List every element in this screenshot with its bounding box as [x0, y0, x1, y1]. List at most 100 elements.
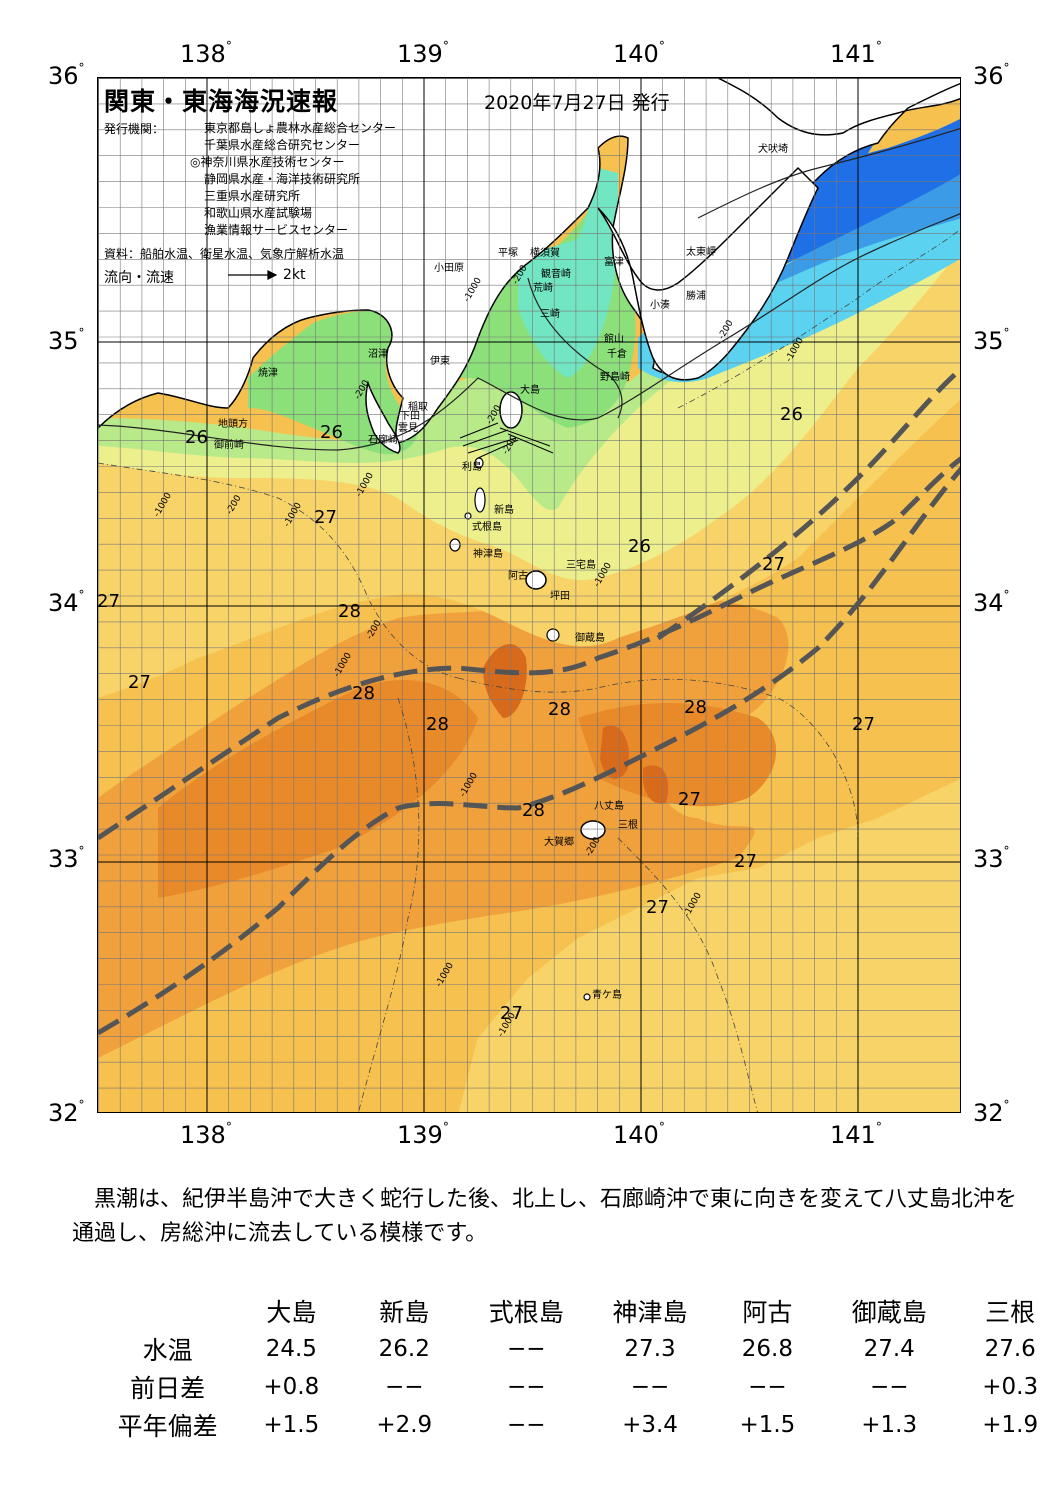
table-cell: +1.5	[739, 1412, 796, 1438]
col-header: 新島	[379, 1298, 430, 1327]
lon-label-bottom-138: 138°	[180, 1120, 232, 1149]
temperature-label: 27	[852, 714, 875, 735]
place-label: 野島崎	[600, 372, 630, 383]
table-cell: 27.3	[624, 1336, 676, 1362]
sea-28-5-a	[158, 679, 478, 898]
lon-label-bottom-140: 140°	[613, 1120, 665, 1149]
org-item: 東京都島しょ農林水産総合センター	[204, 121, 397, 135]
place-label: 雲見	[398, 423, 418, 434]
flow-legend-unit: 2kt	[283, 267, 306, 283]
kuroshio-main-axis	[98, 466, 960, 1036]
table-cell: 27.6	[984, 1336, 1036, 1362]
map-title: 関東・東海海況速報	[104, 87, 339, 116]
place-label: 下田	[400, 411, 420, 422]
organization-list: 東京都島しょ農林水産総合センター 千葉県水産総合研究センター ◎神奈川県水産技術…	[190, 120, 396, 239]
place-label: 館山	[604, 334, 624, 345]
table-cell: −−	[748, 1374, 787, 1400]
place-label: 式根島	[472, 522, 502, 533]
table-cell: +1.5	[263, 1412, 320, 1438]
island-miyakejima	[525, 570, 547, 590]
place-label: 勝浦	[686, 291, 706, 302]
row-header: 水温	[142, 1336, 193, 1365]
place-label: 伊東	[430, 356, 450, 367]
table-cell: +3.4	[622, 1412, 678, 1438]
temperature-label: 27	[314, 507, 337, 528]
temperature-label: 26	[320, 422, 343, 443]
table-row: 水温 24.5 26.2 −− 27.3 26.8 27.4 27.6	[96, 1330, 1064, 1368]
place-label: 稲取	[408, 402, 428, 413]
temperature-label: 27	[678, 789, 701, 810]
table-cell: −−	[630, 1374, 670, 1400]
sea-temperature-map[interactable]	[97, 77, 961, 1113]
island-temperature-table: 大島 新島 式根島 神津島 阿古 御蔵島 三根 水温 24.5 26.2 −− …	[96, 1292, 1064, 1444]
place-label: 三宅島	[566, 560, 596, 571]
table-cell: +1.3	[861, 1412, 918, 1438]
temperature-label: 27	[734, 851, 757, 872]
org-item: 漁業情報サービスセンター	[204, 223, 349, 237]
flow-vectors	[459, 422, 554, 459]
place-label: 利島	[462, 462, 482, 473]
table-cell: +2.9	[376, 1412, 433, 1438]
org-item: 和歌山県水産試験場	[204, 206, 313, 220]
place-label: 神津島	[473, 549, 503, 560]
lat-label-left-35: 35°	[48, 326, 85, 355]
place-label: 観音崎	[541, 269, 571, 280]
temperature-label: 28	[338, 601, 361, 622]
place-label: 御蔵島	[575, 633, 605, 644]
island-mikurajima	[546, 628, 560, 642]
place-label: 太東岬	[686, 247, 716, 258]
temperature-label: 28	[684, 697, 707, 718]
temperature-label: 27	[646, 897, 669, 918]
sea-28-5-b	[578, 703, 777, 807]
col-header: 神津島	[612, 1298, 688, 1327]
lat-label-left-36: 36°	[48, 61, 85, 90]
lat-label-right-36: 36°	[973, 61, 1010, 90]
place-label: 三根	[618, 820, 638, 831]
place-label: 横須賀	[530, 248, 560, 259]
col-header: 式根島	[488, 1298, 564, 1327]
isotherms	[98, 127, 960, 451]
land-boso	[597, 166, 819, 381]
lat-label-right-33: 33°	[973, 844, 1010, 873]
temperature-label: 28	[522, 800, 545, 821]
lon-label-bottom-139: 139°	[397, 1120, 449, 1149]
lon-label-top-138: 138°	[180, 39, 232, 68]
temperature-label: 26	[185, 427, 208, 448]
lat-label-left-34: 34°	[48, 588, 85, 617]
table-cell: 27.4	[863, 1336, 915, 1362]
place-label: 石廊崎	[368, 435, 398, 446]
org-item: ◎神奈川県水産技術センター	[190, 155, 345, 169]
temperature-label: 27	[128, 672, 151, 693]
temperature-label: 27	[500, 1003, 523, 1024]
table-cell: −−	[384, 1374, 424, 1400]
island-shikinejima	[464, 512, 472, 520]
sea-23	[518, 168, 618, 378]
island-hachijojima	[580, 820, 606, 840]
lon-label-bottom-141: 141°	[830, 1120, 882, 1149]
map-major-grid	[98, 78, 960, 1112]
table-cell: 26.2	[378, 1336, 430, 1362]
org-item: 三重県水産研究所	[204, 189, 301, 203]
lat-label-left-32: 32°	[48, 1098, 85, 1127]
table-cell: +0.8	[263, 1374, 320, 1400]
col-header: 御蔵島	[851, 1298, 927, 1327]
place-label: 小田原	[434, 263, 464, 274]
place-label: 千倉	[607, 349, 627, 360]
place-label: 地頭方	[218, 419, 248, 430]
temperature-label: 28	[352, 683, 375, 704]
lat-label-left-33: 33°	[48, 844, 85, 873]
temperature-label: 27	[97, 591, 120, 612]
sea-26	[98, 210, 960, 580]
table-cell: 24.5	[265, 1336, 317, 1362]
table-cell: −−	[506, 1374, 546, 1400]
place-label: 八丈島	[594, 801, 624, 812]
lat-label-right-34: 34°	[973, 588, 1010, 617]
temperature-label: 26	[628, 536, 651, 557]
org-item: 千葉県水産総合研究センター	[204, 138, 361, 152]
table-cell: −−	[869, 1374, 909, 1400]
flow-legend-label: 流向・流速	[104, 270, 174, 286]
data-sources: 資料：船舶水温、衛星水温、気象庁解析水温	[104, 247, 345, 261]
kuroshio-upper	[656, 366, 960, 641]
lon-label-top-139: 139°	[397, 39, 449, 68]
temperature-label: 27	[762, 554, 785, 575]
